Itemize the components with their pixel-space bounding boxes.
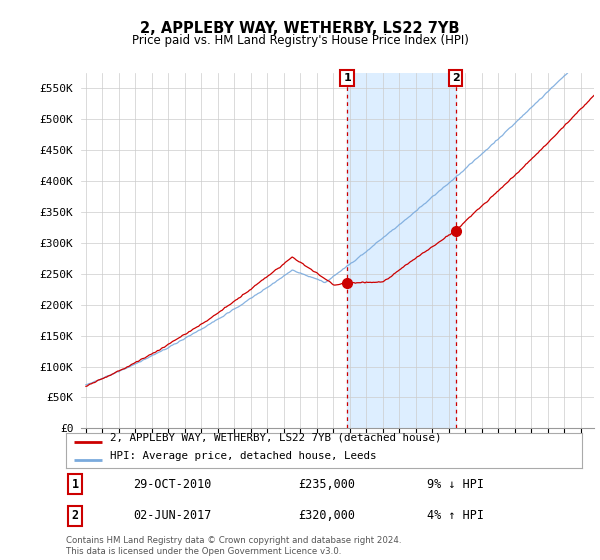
Text: Price paid vs. HM Land Registry's House Price Index (HPI): Price paid vs. HM Land Registry's House … [131, 34, 469, 46]
Text: 2: 2 [72, 509, 79, 522]
Text: Contains HM Land Registry data © Crown copyright and database right 2024.
This d: Contains HM Land Registry data © Crown c… [66, 536, 401, 556]
Text: 02-JUN-2017: 02-JUN-2017 [133, 509, 211, 522]
Text: 2, APPLEBY WAY, WETHERBY, LS22 7YB: 2, APPLEBY WAY, WETHERBY, LS22 7YB [140, 21, 460, 36]
Text: 4% ↑ HPI: 4% ↑ HPI [427, 509, 484, 522]
Text: 2, APPLEBY WAY, WETHERBY, LS22 7YB (detached house): 2, APPLEBY WAY, WETHERBY, LS22 7YB (deta… [110, 432, 442, 442]
Text: HPI: Average price, detached house, Leeds: HPI: Average price, detached house, Leed… [110, 451, 376, 461]
Bar [347, 73, 456, 428]
Text: 1: 1 [72, 478, 79, 491]
Text: £320,000: £320,000 [298, 509, 355, 522]
Text: 29-OCT-2010: 29-OCT-2010 [133, 478, 211, 491]
Text: 2: 2 [452, 73, 460, 83]
Text: 9% ↓ HPI: 9% ↓ HPI [427, 478, 484, 491]
Text: 1: 1 [343, 73, 351, 83]
Text: £235,000: £235,000 [298, 478, 355, 491]
